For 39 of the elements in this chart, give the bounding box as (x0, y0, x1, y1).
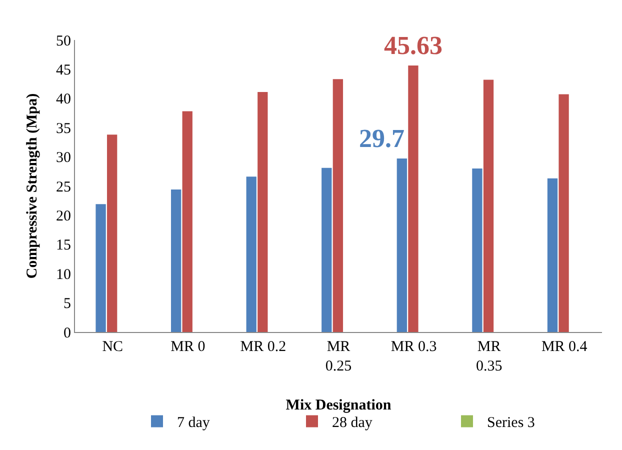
y-tick-label: 15 (56, 238, 71, 254)
x-tick-label: MR 0.2 (240, 339, 286, 355)
bar (332, 79, 344, 332)
bar (396, 158, 408, 332)
y-tick-label: 40 (56, 92, 71, 108)
legend-label: 7 day (177, 415, 210, 432)
data-label: 29.7 (359, 124, 404, 153)
y-tick-label: 45 (56, 62, 71, 78)
bar (558, 94, 569, 332)
y-tick-label: 10 (56, 266, 71, 283)
x-tick-label: MR 0.3 (390, 339, 437, 355)
legend-label: 28 day (332, 415, 373, 432)
x-tick-label: MR 0.35 (476, 339, 502, 374)
y-tick-label: 50 (56, 33, 71, 50)
y-tick-label: 20 (56, 208, 71, 224)
y-tick-label: 30 (56, 150, 71, 166)
x-tick-label: MR 0 (170, 339, 206, 355)
x-tick-label: MR 0.4 (541, 339, 588, 355)
y-tick-label: 0 (64, 325, 71, 342)
bar (547, 178, 558, 332)
bar (107, 134, 118, 332)
bar (246, 176, 256, 332)
x-tick-label: MR 0.25 (325, 339, 352, 374)
y-tick-label: 5 (64, 296, 71, 312)
bar (322, 168, 332, 332)
y-axis-title: Compressive Strength (Mpa) (24, 93, 40, 279)
data-label: 45.63 (384, 31, 442, 60)
bar (472, 168, 482, 332)
bar (408, 66, 418, 332)
y-tick-label: 25 (56, 179, 71, 196)
legend-label: Series 3 (487, 415, 535, 432)
bar (182, 111, 192, 332)
bar (170, 190, 182, 332)
bar (96, 204, 106, 332)
bar (483, 80, 494, 332)
x-axis-title: Mix Designation (286, 398, 392, 414)
y-tick-label: 35 (56, 120, 71, 137)
bar (258, 92, 268, 332)
x-tick-label: NC (102, 339, 124, 355)
